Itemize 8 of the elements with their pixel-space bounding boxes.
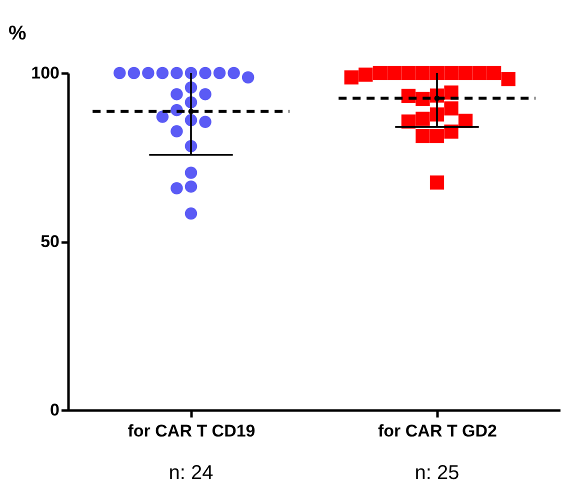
- text: n: 24: [168, 462, 214, 484]
- y-tick-label: 100: [31, 64, 60, 82]
- y-axis-title: %: [8, 22, 26, 44]
- x-tick-label: for CAR T GD2: [378, 422, 497, 440]
- text: n: 25: [414, 462, 460, 484]
- x-tick-label: for CAR T CD19: [128, 422, 256, 440]
- y-tick-label: 0: [50, 400, 60, 420]
- y-tick-label: 50: [40, 232, 60, 251]
